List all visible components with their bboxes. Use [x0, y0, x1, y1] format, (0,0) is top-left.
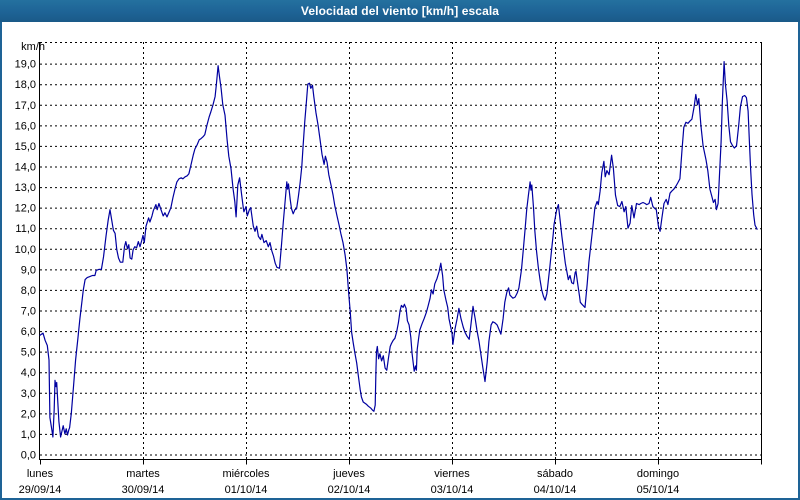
y-tick-label: 0,0 — [21, 450, 36, 462]
x-day-label: miércoles — [222, 468, 270, 480]
wind-speed-line — [39, 60, 758, 438]
y-tick-label: 5,0 — [21, 347, 36, 359]
x-day-label: viernes — [434, 468, 470, 480]
x-date-label: 03/10/14 — [431, 484, 474, 496]
y-tick-label: 17,0 — [15, 100, 36, 112]
title-bar: Velocidad del viento [km/h] escala — [0, 0, 800, 22]
x-date-label: 02/10/14 — [328, 484, 371, 496]
y-tick-label: 7,0 — [21, 306, 36, 318]
x-date-label: 01/10/14 — [225, 484, 268, 496]
x-day-label: martes — [126, 468, 160, 480]
y-tick-label: 4,0 — [21, 367, 36, 379]
y-tick-label: 14,0 — [15, 162, 36, 174]
y-tick-label: 19,0 — [15, 59, 36, 71]
y-tick-label: 11,0 — [15, 223, 36, 235]
y-tick-label: 16,0 — [15, 120, 36, 132]
y-tick-label: 3,0 — [21, 388, 36, 400]
y-tick-label: 10,0 — [15, 244, 36, 256]
y-tick-label: 1,0 — [21, 429, 36, 441]
x-date-label: 30/09/14 — [122, 484, 165, 496]
y-tick-label: 15,0 — [15, 141, 36, 153]
x-day-label: domingo — [637, 468, 679, 480]
y-tick-label: 2,0 — [21, 408, 36, 420]
y-tick-label: 8,0 — [21, 285, 36, 297]
x-day-label: lunes — [27, 468, 54, 480]
x-day-label: sábado — [537, 468, 573, 480]
y-tick-label: 13,0 — [15, 182, 36, 194]
y-tick-label: 9,0 — [21, 264, 36, 276]
chart-title: Velocidad del viento [km/h] escala — [300, 4, 500, 18]
y-tick-label: 12,0 — [15, 203, 36, 215]
plot-frame — [39, 42, 762, 460]
y-tick-label: 18,0 — [15, 79, 36, 91]
y-axis-unit-label: km/h — [21, 41, 45, 53]
x-date-label: 04/10/14 — [534, 484, 577, 496]
y-tick-label: 6,0 — [21, 326, 36, 338]
x-date-label: 29/09/14 — [19, 484, 62, 496]
x-date-label: 05/10/14 — [637, 484, 680, 496]
x-day-label: jueves — [332, 468, 365, 480]
